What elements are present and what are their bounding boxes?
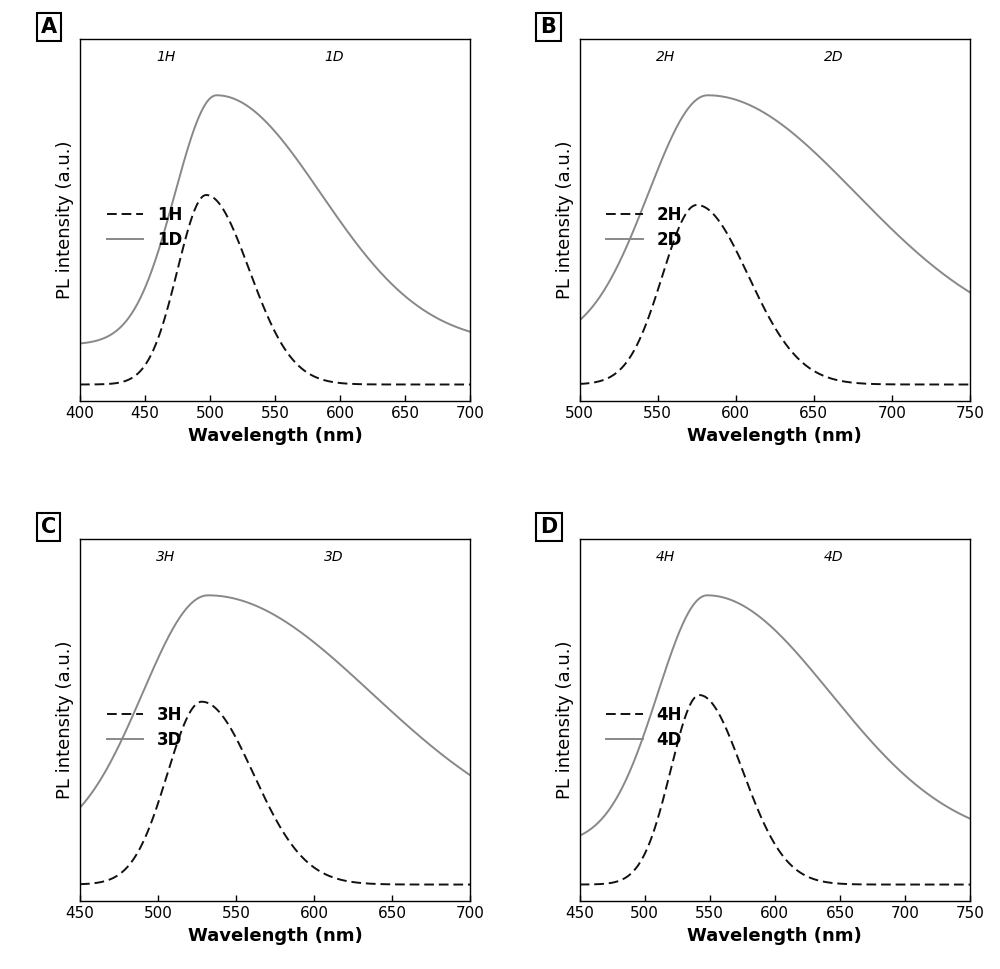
X-axis label: Wavelength (nm): Wavelength (nm) xyxy=(687,926,862,945)
Legend: 3H, 3D: 3H, 3D xyxy=(100,700,189,756)
Text: C: C xyxy=(41,517,56,537)
Legend: 1H, 1D: 1H, 1D xyxy=(100,200,189,255)
Text: 3H: 3H xyxy=(156,549,176,564)
X-axis label: Wavelength (nm): Wavelength (nm) xyxy=(687,426,862,445)
Text: 2D: 2D xyxy=(824,49,843,64)
Text: 1H: 1H xyxy=(156,49,176,64)
Text: B: B xyxy=(541,17,556,37)
Text: 4H: 4H xyxy=(656,549,675,564)
Y-axis label: PL intensity (a.u.): PL intensity (a.u.) xyxy=(56,641,74,799)
Y-axis label: PL intensity (a.u.): PL intensity (a.u.) xyxy=(556,641,574,799)
Text: 4D: 4D xyxy=(824,549,843,564)
Text: 1D: 1D xyxy=(324,49,343,64)
Text: 2H: 2H xyxy=(656,49,675,64)
Legend: 4H, 4D: 4H, 4D xyxy=(600,700,689,756)
Text: 3D: 3D xyxy=(324,549,343,564)
Y-axis label: PL intensity (a.u.): PL intensity (a.u.) xyxy=(556,141,574,299)
Text: D: D xyxy=(541,517,558,537)
Legend: 2H, 2D: 2H, 2D xyxy=(600,200,689,255)
X-axis label: Wavelength (nm): Wavelength (nm) xyxy=(188,426,363,445)
X-axis label: Wavelength (nm): Wavelength (nm) xyxy=(188,926,363,945)
Text: A: A xyxy=(41,17,57,37)
Y-axis label: PL intensity (a.u.): PL intensity (a.u.) xyxy=(56,141,74,299)
